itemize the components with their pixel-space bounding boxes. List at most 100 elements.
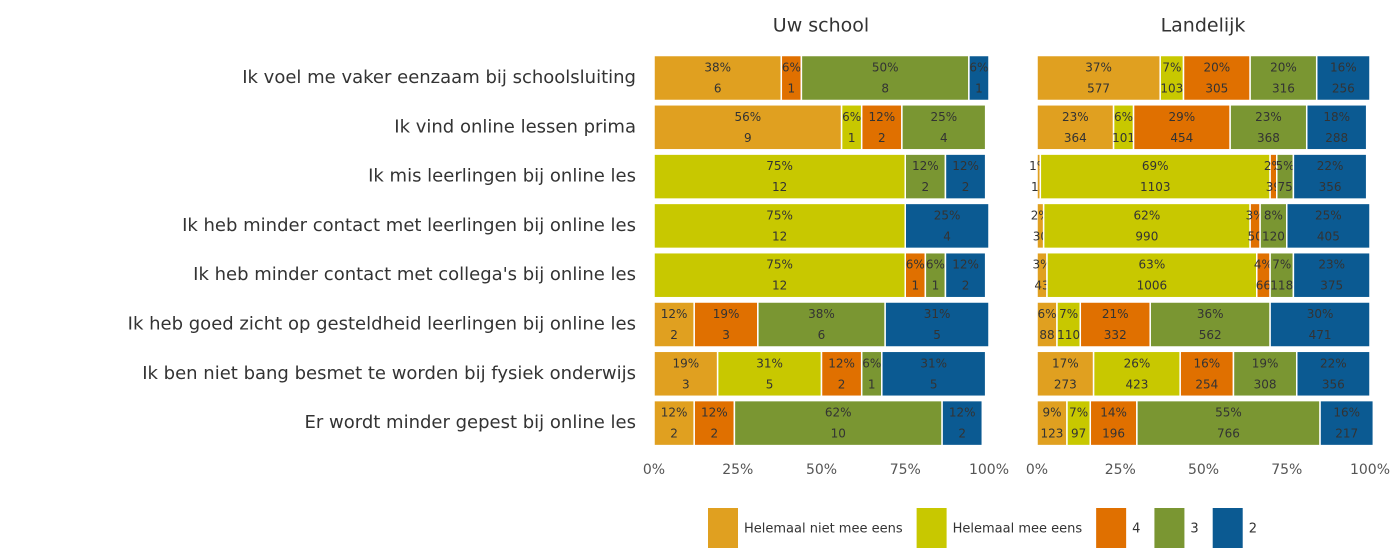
value-label: 29% [1169,110,1196,124]
count-label: 368 [1257,131,1280,145]
bar-segment [693,301,759,348]
panel-title: Uw school [773,15,869,37]
count-label: 577 [1087,82,1110,96]
value-label: 12% [949,406,976,420]
value-label: 21% [1102,307,1129,321]
value-label: 38% [704,61,731,75]
bar-segment [860,104,903,151]
value-label: 69% [1142,159,1169,173]
count-label: 990 [1135,229,1158,243]
bar-segment [1149,301,1271,348]
value-label: 6% [969,61,988,75]
value-label: 75% [766,208,793,222]
value-label: 55% [1215,406,1242,420]
value-label: 6% [862,356,881,370]
count-label: 2 [710,427,718,441]
panel-title: Landelijk [1161,15,1246,37]
value-label: 75% [766,258,793,272]
x-tick-label: 0% [643,462,665,478]
count-label: 288 [1325,131,1348,145]
bar-segment [944,251,987,299]
bar-segment [1089,399,1138,447]
x-tick-label: 50% [806,462,837,478]
bar-segment [1305,104,1368,151]
x-tick-label: 75% [890,462,921,478]
count-label: 2 [878,131,886,145]
bar-segment [901,104,987,151]
value-label: 50% [872,61,899,75]
count-label: 273 [1054,377,1077,391]
category-label: Ik heb minder contact met leerlingen bij… [182,215,636,236]
value-label: 6% [906,258,925,272]
bar-segment [820,350,863,398]
bar-segment [733,399,943,447]
bar-segment [1042,202,1251,250]
count-label: 101 [1112,131,1135,145]
value-label: 6% [926,258,945,272]
count-label: 2 [670,328,678,342]
x-tick-label: 50% [1188,462,1219,478]
bar-segment [653,350,719,398]
legend-label: 4 [1132,522,1140,537]
legend-swatch [1212,508,1243,548]
value-label: 20% [1203,61,1230,75]
count-label: 2 [922,180,930,194]
value-label: 4% [1254,258,1273,272]
count-label: 1 [848,131,856,145]
bar-segment [968,54,990,102]
count-label: 332 [1104,328,1127,342]
bar-segment [1292,251,1371,299]
count-label: 88 [1039,328,1054,342]
count-label: 562 [1199,328,1222,342]
value-label: 12% [828,356,855,370]
value-label: 25% [934,208,961,222]
count-label: 4 [943,229,951,243]
count-label: 2 [962,180,970,194]
category-label: Ik vind online lessen prima [394,116,636,137]
value-label: 16% [1330,61,1357,75]
count-label: 3 [682,377,690,391]
value-label: 63% [1139,258,1166,272]
count-label: 75 [1277,180,1292,194]
bar-segment [716,350,823,398]
value-label: 23% [1318,258,1345,272]
value-label: 18% [1323,110,1350,124]
bar-segment [941,399,984,447]
value-label: 16% [1333,406,1360,420]
value-label: 22% [1320,356,1347,370]
value-label: 12% [952,159,979,173]
bar-segment [1292,153,1368,200]
bar-segment [1046,251,1258,299]
count-label: 405 [1317,229,1340,243]
count-label: 364 [1064,131,1087,145]
value-label: 12% [661,406,688,420]
value-label: 8% [1264,208,1283,222]
x-tick-label: 75% [1271,462,1302,478]
legend-swatch [1154,508,1185,548]
value-label: 7% [1162,61,1181,75]
value-label: 31% [920,356,947,370]
count-label: 1 [975,82,983,96]
category-label: Ik heb minder contact met collega's bij … [193,264,636,285]
value-label: 56% [734,110,761,124]
value-label: 6% [1114,110,1133,124]
bar-segment [653,301,695,348]
bar-segment [1286,202,1371,250]
count-label: 5 [933,328,941,342]
count-label: 471 [1309,328,1332,342]
legend-swatch [1096,508,1127,548]
bar-segment [1229,104,1308,151]
bar-segment [1319,399,1375,447]
count-label: 5 [930,377,938,391]
value-label: 36% [1197,307,1224,321]
bar-segment [1269,301,1371,348]
count-label: 1 [911,279,919,293]
count-label: 2 [670,427,678,441]
bar-segment [1092,350,1181,398]
x-tick-label: 0% [1026,462,1048,478]
bar-segment [653,399,695,447]
bar-segment [904,153,947,200]
bar-segment [1295,350,1371,398]
value-label: 19% [713,307,740,321]
value-label: 62% [825,406,852,420]
